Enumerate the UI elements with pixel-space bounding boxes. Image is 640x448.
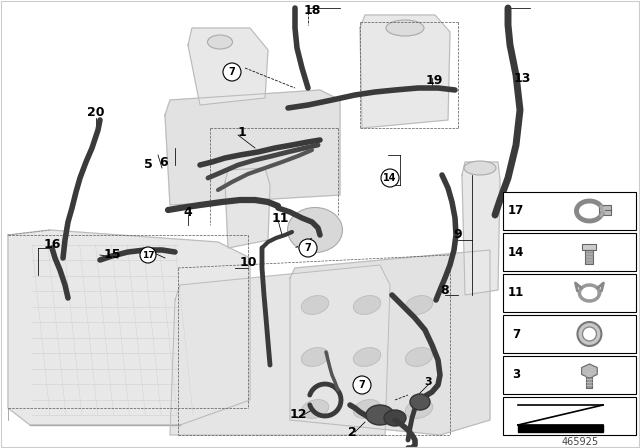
- Ellipse shape: [405, 296, 433, 314]
- Text: 3: 3: [424, 377, 432, 387]
- Circle shape: [577, 322, 602, 346]
- Text: 11: 11: [508, 287, 524, 300]
- FancyBboxPatch shape: [586, 250, 593, 264]
- Ellipse shape: [405, 400, 433, 418]
- Text: 18: 18: [303, 4, 321, 17]
- Ellipse shape: [353, 400, 381, 418]
- Polygon shape: [290, 250, 490, 435]
- FancyBboxPatch shape: [503, 315, 636, 353]
- Circle shape: [381, 169, 399, 187]
- Text: 10: 10: [239, 255, 257, 268]
- Text: 19: 19: [426, 73, 443, 86]
- Polygon shape: [582, 364, 597, 378]
- Polygon shape: [518, 425, 603, 432]
- Polygon shape: [462, 162, 500, 295]
- Ellipse shape: [353, 348, 381, 366]
- FancyBboxPatch shape: [600, 205, 611, 215]
- Ellipse shape: [464, 161, 496, 175]
- Text: 1: 1: [237, 125, 246, 138]
- Text: 7: 7: [228, 67, 236, 77]
- Ellipse shape: [207, 35, 232, 49]
- Text: 4: 4: [184, 206, 193, 219]
- Text: 20: 20: [87, 105, 105, 119]
- Text: 7: 7: [512, 327, 520, 340]
- Ellipse shape: [386, 20, 424, 36]
- Polygon shape: [360, 15, 450, 128]
- Ellipse shape: [301, 400, 329, 418]
- Text: 14: 14: [508, 246, 524, 258]
- Circle shape: [223, 63, 241, 81]
- FancyBboxPatch shape: [503, 397, 636, 435]
- Circle shape: [582, 327, 596, 341]
- Polygon shape: [170, 265, 390, 435]
- Ellipse shape: [405, 348, 433, 366]
- Text: 14: 14: [383, 173, 397, 183]
- Text: 12: 12: [289, 409, 307, 422]
- Text: 7: 7: [358, 380, 365, 390]
- Text: 17: 17: [508, 204, 524, 217]
- Circle shape: [353, 376, 371, 394]
- Ellipse shape: [410, 394, 430, 410]
- Text: 17: 17: [141, 250, 154, 259]
- Text: 16: 16: [44, 238, 61, 251]
- Text: 5: 5: [143, 159, 152, 172]
- Text: 2: 2: [348, 426, 356, 439]
- Text: 13: 13: [513, 72, 531, 85]
- Ellipse shape: [301, 296, 329, 314]
- Polygon shape: [225, 168, 270, 248]
- Circle shape: [299, 239, 317, 257]
- Text: 9: 9: [454, 228, 462, 241]
- Ellipse shape: [384, 410, 406, 426]
- Polygon shape: [165, 90, 340, 205]
- Polygon shape: [188, 28, 268, 105]
- Ellipse shape: [353, 296, 381, 314]
- Text: 11: 11: [271, 211, 289, 224]
- FancyBboxPatch shape: [582, 244, 596, 250]
- Ellipse shape: [366, 405, 394, 425]
- Polygon shape: [8, 230, 250, 425]
- FancyBboxPatch shape: [586, 372, 593, 388]
- Circle shape: [140, 247, 156, 263]
- FancyBboxPatch shape: [503, 233, 636, 271]
- FancyBboxPatch shape: [503, 192, 636, 230]
- Text: 6: 6: [160, 155, 168, 168]
- Text: 7: 7: [305, 243, 312, 253]
- Text: 15: 15: [103, 249, 121, 262]
- FancyBboxPatch shape: [503, 274, 636, 312]
- FancyBboxPatch shape: [503, 356, 636, 394]
- Ellipse shape: [287, 207, 342, 253]
- Ellipse shape: [301, 348, 329, 366]
- Text: 465925: 465925: [561, 437, 598, 447]
- Text: 3: 3: [512, 369, 520, 382]
- Text: 8: 8: [441, 284, 449, 297]
